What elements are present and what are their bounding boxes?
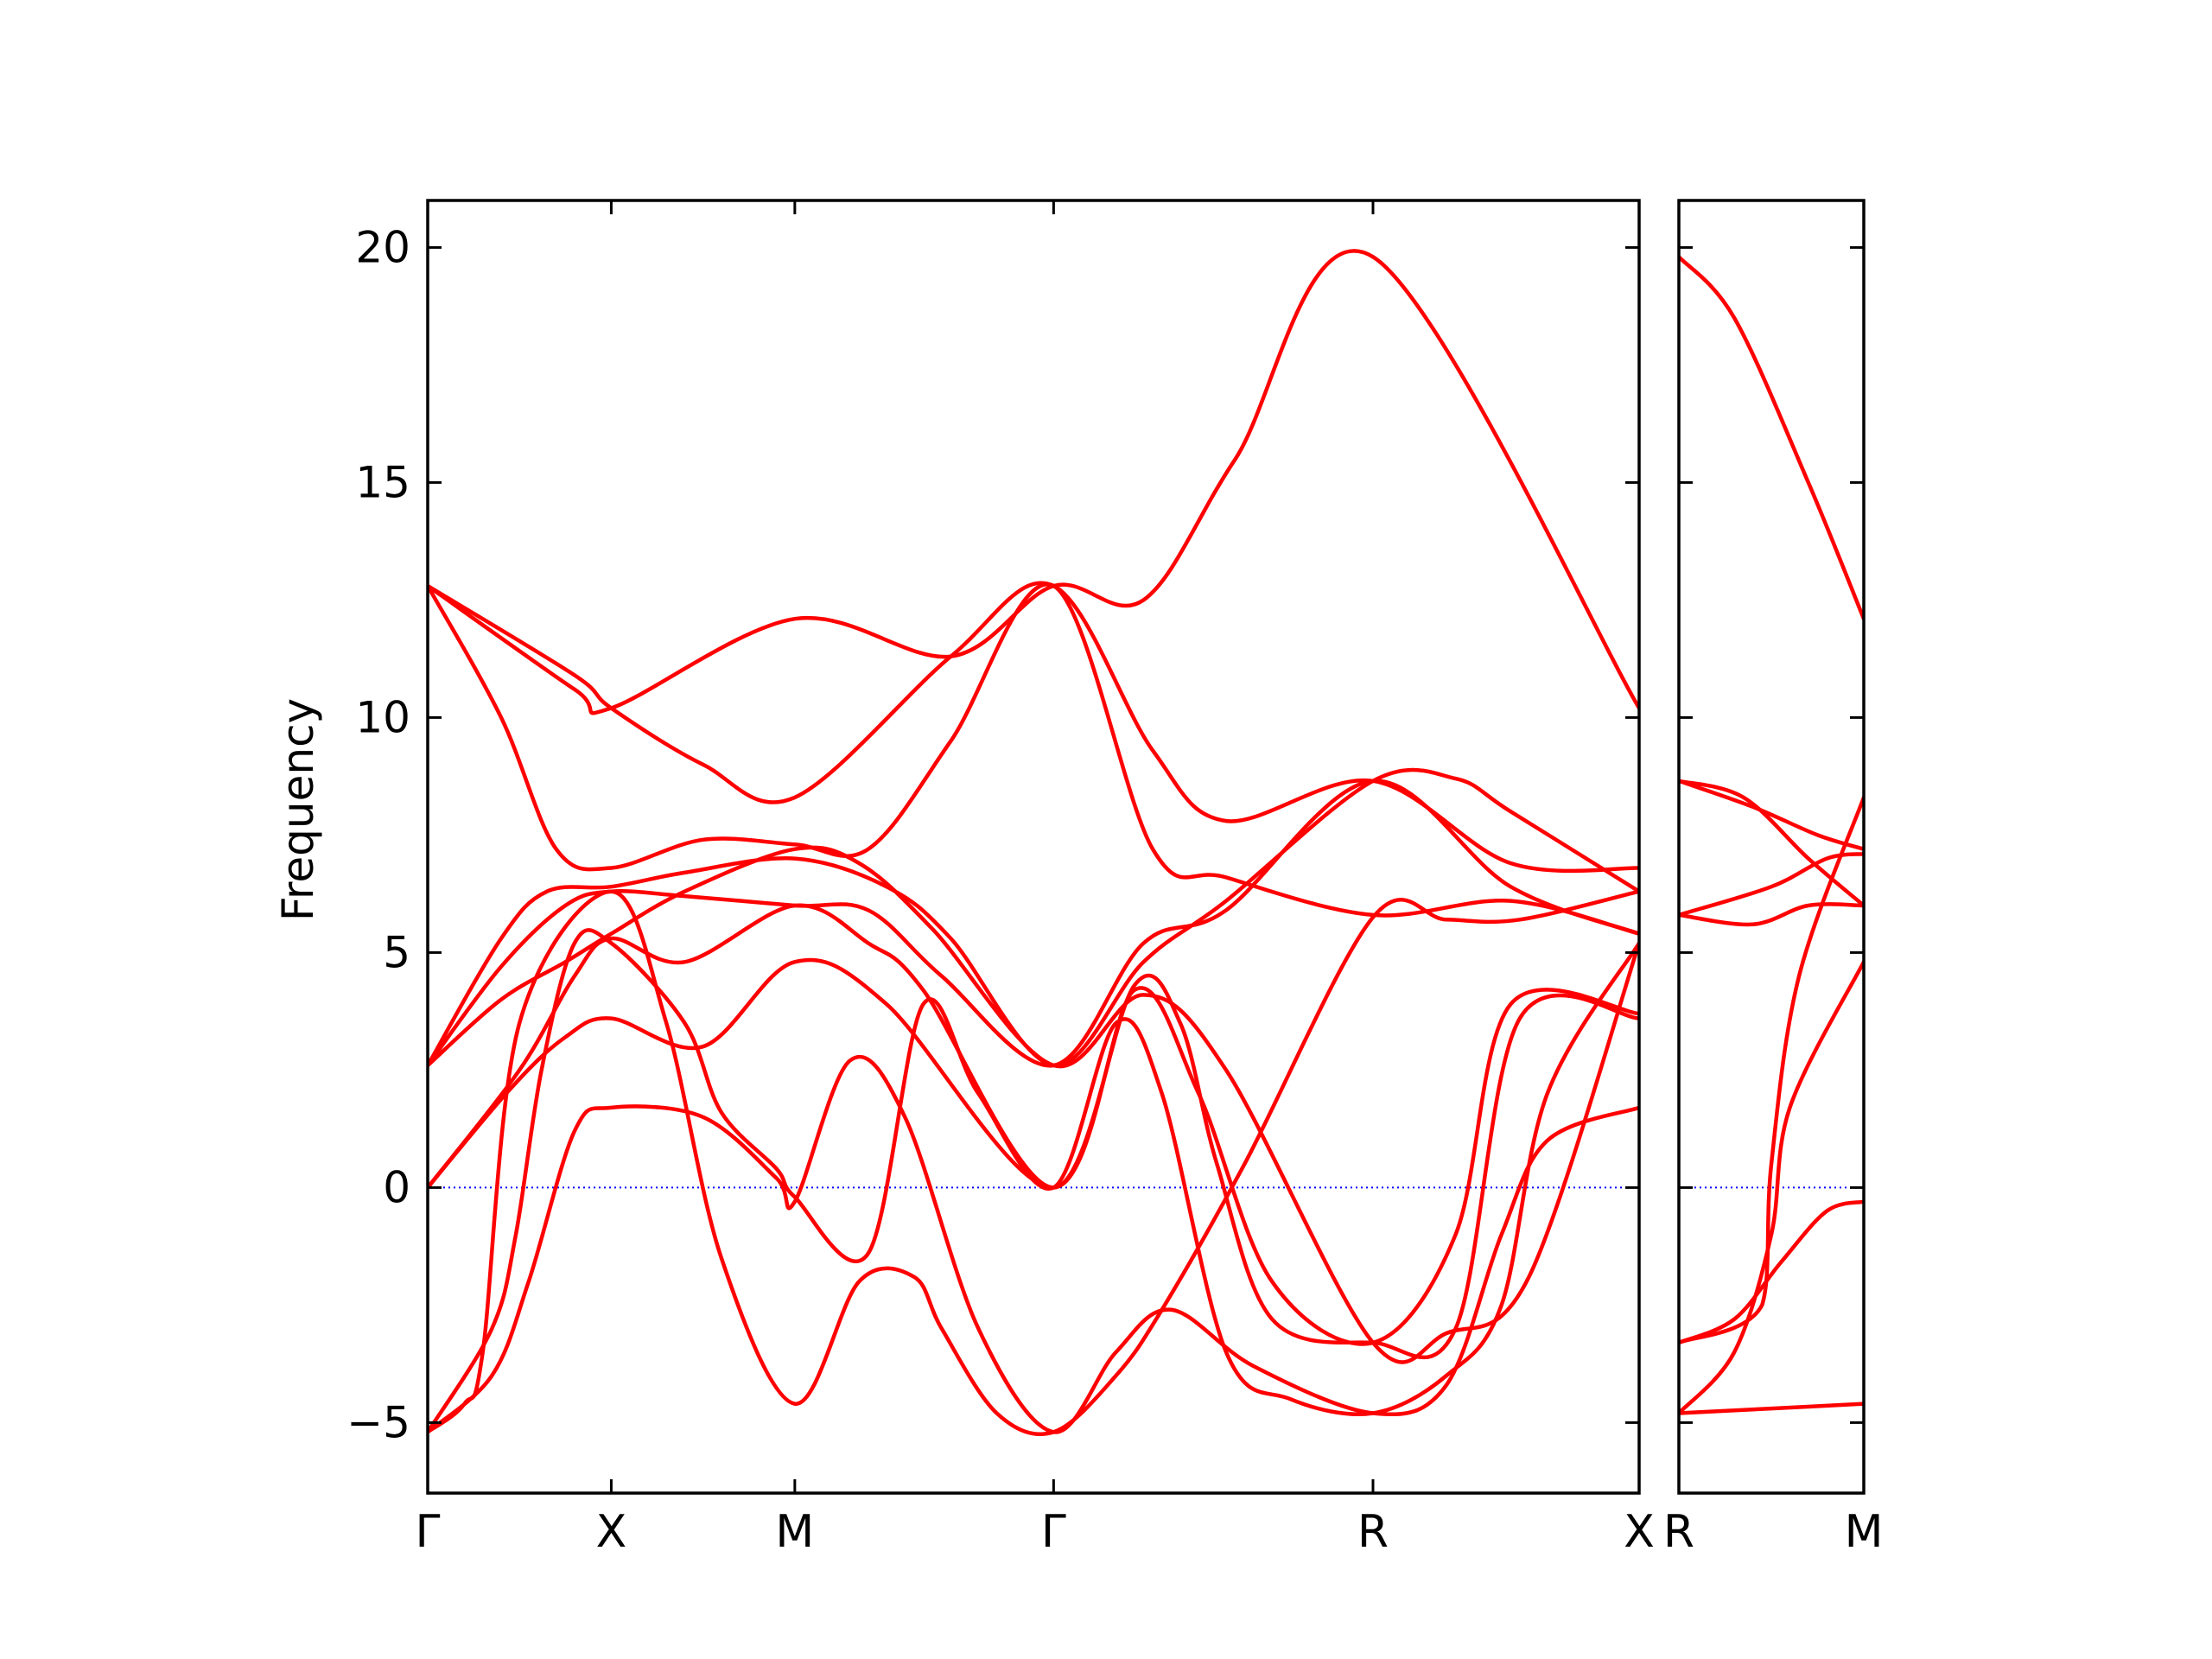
x-tick-label: M	[775, 1506, 814, 1558]
x-tick-label: Γ	[1041, 1506, 1066, 1558]
band-line-2	[1679, 779, 1864, 851]
band-line-4	[428, 767, 1639, 1068]
x-tick-label: R	[1357, 1506, 1389, 1558]
band-line-2	[428, 581, 1639, 874]
bands-group	[1679, 255, 1864, 1415]
band-line-6	[428, 845, 1639, 1364]
plot-frame	[426, 199, 1641, 1495]
y-tick-label: −5	[346, 1397, 410, 1447]
y-axis-label: Frequency	[273, 698, 323, 921]
band-line-8	[428, 957, 1639, 1346]
x-tick-label: X	[596, 1506, 627, 1558]
y-tick-label: 20	[355, 222, 410, 272]
band-line-10	[428, 1054, 1639, 1434]
band-line-3	[428, 582, 1639, 936]
band-line-9	[1679, 1402, 1864, 1415]
plot-frame	[1677, 199, 1866, 1495]
x-tick-label: M	[1845, 1506, 1884, 1558]
band-line-1	[1679, 255, 1864, 621]
band-line-5	[428, 779, 1639, 1068]
band-line-1	[428, 249, 1639, 715]
main-panel: −5 0 5 10 15 20 Γ X M Γ R X	[346, 199, 1655, 1558]
band-line-11	[428, 889, 1639, 1437]
x-tick-label: R	[1663, 1506, 1694, 1558]
band-line-4	[1679, 851, 1864, 918]
band-line-8	[1679, 1199, 1864, 1345]
band-line-6	[1679, 795, 1864, 1345]
band-line-7	[1679, 960, 1864, 1415]
band-line-9	[428, 928, 1639, 1434]
band-line-7	[428, 903, 1639, 1360]
y-tick-label: 15	[355, 457, 410, 507]
y-tick-label: 10	[355, 692, 410, 742]
y-tick-label: 5	[383, 927, 410, 977]
x-tick-label: X	[1624, 1506, 1655, 1558]
bands-group	[428, 249, 1639, 1437]
y-tick-label: 0	[383, 1162, 410, 1212]
band-line-3	[1679, 779, 1864, 908]
band-line-5	[1679, 902, 1864, 927]
x-tick-label: Γ	[416, 1506, 441, 1558]
